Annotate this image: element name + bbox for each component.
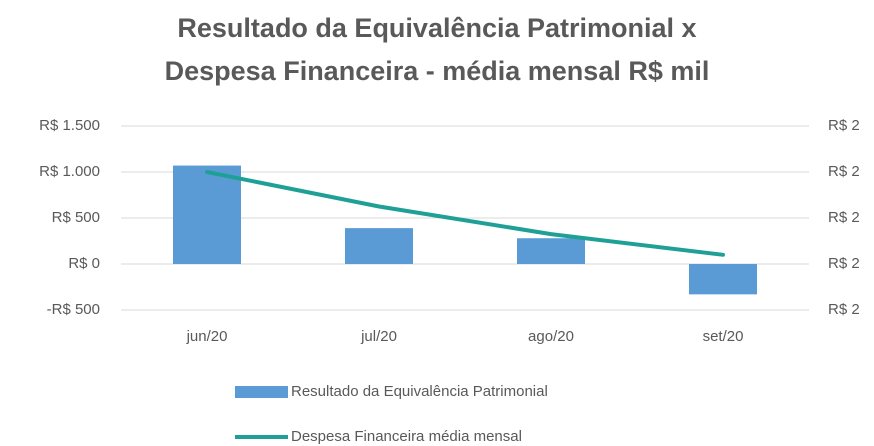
y2-tick-label: R$ 2 <box>828 255 860 272</box>
y-tick-label: R$ 500 <box>52 209 100 226</box>
legend-label: Despesa Financeira média mensal <box>291 428 522 445</box>
bar <box>345 228 413 264</box>
x-tick-label: jul/20 <box>360 328 397 345</box>
y2-tick-label: R$ 2 <box>828 209 860 226</box>
bar <box>689 264 757 295</box>
y-tick-label: R$ 0 <box>68 255 100 272</box>
legend-label: Resultado da Equivalência Patrimonial <box>291 383 548 400</box>
x-tick-label: set/20 <box>703 328 744 345</box>
x-tick-label: jun/20 <box>186 328 228 345</box>
chart-title: Despesa Financeira - média mensal R$ mil <box>165 56 710 86</box>
y-tick-label: R$ 1.500 <box>39 117 100 134</box>
line <box>205 170 725 257</box>
y-tick-label: -R$ 500 <box>47 301 100 318</box>
y2-tick-label: R$ 2 <box>828 301 860 318</box>
bar <box>517 238 585 264</box>
bar <box>173 165 241 264</box>
x-tick-label: ago/20 <box>528 328 574 345</box>
chart-title: Resultado da Equivalência Patrimonial x <box>177 13 696 43</box>
y-tick-label: R$ 1.000 <box>39 163 100 180</box>
y2-tick-label: R$ 2 <box>828 117 860 134</box>
legend-swatch <box>235 386 288 398</box>
y2-tick-label: R$ 2 <box>828 163 860 180</box>
